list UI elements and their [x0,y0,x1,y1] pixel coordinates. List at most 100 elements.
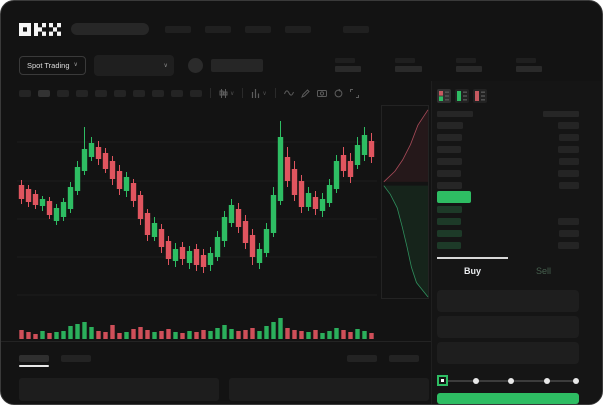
search-input[interactable] [71,23,149,35]
price-placeholder [437,241,461,249]
primary-nav [165,25,369,33]
orderbook-row-bid[interactable] [437,227,579,239]
nav-item-placeholder[interactable] [245,25,271,33]
pencil-draw-icon[interactable] [300,88,310,98]
orderbook-row-ask[interactable] [437,131,579,143]
price-placeholder [437,145,461,153]
trade-form [437,290,579,365]
orderbook-row-bid[interactable] [437,215,579,227]
orderbook-row-bid[interactable] [437,239,579,251]
orderbook-row-ask[interactable] [437,143,579,155]
price-placeholder [437,229,462,237]
timeframe-pill-active[interactable] [38,89,50,97]
amount-placeholder [558,169,579,177]
orders-tab-active[interactable] [19,355,49,367]
market-type-label: Spot Trading [27,60,70,70]
amount-placeholder [559,133,579,141]
sell-tab[interactable]: Sell [535,266,551,277]
slider-stop-100[interactable] [573,377,579,384]
orderbook-asks [437,119,579,191]
last-price-highlight [437,191,471,204]
orderbook-row-ask[interactable] [437,179,579,191]
refresh-icon[interactable] [334,88,343,98]
slider-handle[interactable] [437,375,448,387]
orderbook-column-headers [437,111,579,117]
buy-submit-button[interactable] [437,393,579,404]
toolbar-divider [274,88,276,98]
timeframe-pill[interactable] [95,89,107,97]
orders-action-pill[interactable] [347,355,377,362]
orderbook-bids [437,203,579,251]
wave-line-icon[interactable] [283,89,294,97]
orderbook-row-ask[interactable] [437,167,579,179]
timeframe-pill[interactable] [171,89,183,97]
market-type-dropdown[interactable]: Spot Trading ∨ [19,55,86,75]
chart-panel: ∨ ∨ [1,81,431,404]
chevron-down-icon: ∨ [73,62,78,68]
timeframe-pill[interactable] [133,89,145,97]
amount-slider[interactable] [437,375,579,387]
slider-stop-75[interactable] [543,377,550,384]
last-price-row[interactable] [437,191,579,204]
okx-logo[interactable] [19,22,61,36]
price-placeholder [437,169,461,177]
orders-tab[interactable] [61,355,91,362]
slider-stop-50[interactable] [508,377,514,384]
bids-book-view-icon[interactable] [455,89,469,103]
nav-item-placeholder[interactable] [343,25,369,33]
orderbook-trade-panel: Buy Sell [431,81,602,404]
indicator-bars-icon[interactable]: ∨ [251,88,267,98]
orderbook-view-toggles [437,89,579,103]
amount-placeholder [558,145,579,153]
coin-logo-icon [187,57,203,73]
pair-selector-dropdown[interactable]: ∨ [93,54,174,76]
nav-item-placeholder[interactable] [205,25,231,33]
chart-toolbar: ∨ ∨ [1,81,431,105]
amount-input[interactable] [437,316,579,339]
timeframe-pill[interactable] [152,89,164,97]
price-input[interactable] [437,290,579,313]
chevron-down-icon: ∨ [262,90,267,97]
orders-content [19,378,431,401]
expand-icon[interactable] [349,88,359,98]
camera-icon[interactable] [316,89,327,97]
amount-placeholder [558,241,579,249]
timeframe-pill[interactable] [19,89,31,97]
orders-tabs [19,355,431,367]
orders-action-pill[interactable] [389,355,419,362]
price-placeholder [437,181,462,189]
amount-placeholder [559,157,579,165]
timeframe-pill[interactable] [76,89,88,97]
price-placeholder [437,121,463,129]
toolbar-divider [242,88,244,98]
nav-item-placeholder[interactable] [285,25,311,33]
ticker-stat [516,58,542,72]
ticker-stat [456,58,482,72]
panel-placeholder [19,378,219,401]
orderbook-row-ask[interactable] [437,155,579,167]
nav-item-placeholder[interactable] [165,25,191,33]
total-input[interactable] [437,342,579,365]
orderbook-row-bid[interactable] [437,203,579,215]
timeframe-pill[interactable] [114,89,126,97]
timeframe-pill[interactable] [190,89,202,97]
top-navigation-bar [1,1,602,49]
buy-tab[interactable]: Buy [437,257,508,283]
orderbook-row-ask[interactable] [437,119,579,131]
timeframe-pill[interactable] [57,89,69,97]
ticker-stats [335,58,584,72]
market-header-bar: Spot Trading ∨ ∨ [1,49,602,81]
trade-side-tabs: Buy Sell [437,257,579,283]
orders-history-strip [1,341,431,404]
combined-book-view-icon[interactable] [437,89,451,103]
slider-stop-25[interactable] [472,377,479,384]
asks-book-view-icon[interactable] [473,89,487,103]
panel-placeholder [229,378,429,401]
price-placeholder [437,133,462,141]
candlestick-price-chart[interactable] [1,105,431,341]
amount-placeholder [559,181,579,189]
price-placeholder [437,205,462,213]
chart-canvas-wrap [1,105,431,341]
candle-style-icon[interactable]: ∨ [219,88,234,98]
